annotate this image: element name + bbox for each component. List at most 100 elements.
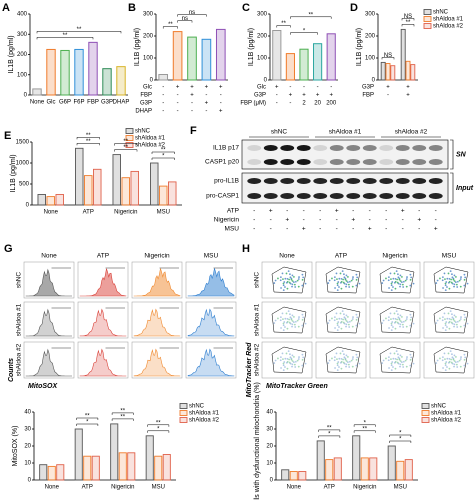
significance-bracket [318,429,341,432]
significance-label: ** [308,12,313,18]
bar [55,194,64,206]
event [463,353,466,356]
event [337,281,340,283]
x-tick-label: ATP [83,210,94,216]
event [395,310,398,313]
legend-swatch [125,135,134,141]
event [444,284,447,287]
event [448,277,451,280]
event [289,316,292,319]
event [453,280,456,282]
event [282,364,285,367]
event [398,357,401,360]
event [435,322,438,324]
y-tick-label: 10 [24,461,31,467]
event [451,276,454,279]
event [405,365,408,368]
y-axis-label: IL1B (pg/ml) [10,154,17,192]
significance-bracket [177,20,193,23]
significance-bracket [151,157,175,160]
event [454,316,457,318]
event [404,359,407,362]
event [448,320,451,323]
legend-label: shNC [189,404,205,410]
condition-mark: - [162,93,164,99]
significance-label: ** [123,145,128,151]
gate [271,266,307,294]
x-tick-label: Nigericin [353,485,376,491]
event [448,367,451,370]
bar [121,177,130,206]
event [340,360,343,363]
group-label: shAldoa #2 [395,129,428,136]
event [458,319,461,322]
treatment-mark: - [303,208,305,215]
event [345,363,348,366]
event [455,363,458,366]
event [412,362,415,365]
event [390,318,392,321]
event [443,272,446,275]
significance-label: NS [404,14,412,20]
event [333,316,336,319]
event [448,357,451,360]
event [397,273,399,276]
event [388,287,390,289]
bar [410,64,416,81]
condition-label: FBP (μM) [240,101,266,107]
event [340,317,343,320]
event [333,319,336,322]
band [247,145,262,151]
event [392,366,394,368]
band [379,145,394,151]
event [446,326,448,328]
event [390,322,393,325]
condition-mark: + [190,85,194,91]
event [287,270,290,273]
event [409,318,412,321]
event [286,367,289,370]
flow-plot [369,261,421,299]
event [444,322,447,325]
y-tick-label: 200 [143,34,154,40]
event [392,286,394,288]
event [292,316,295,318]
band [379,178,394,184]
band [313,145,328,151]
band [280,145,295,151]
event [284,286,286,288]
event [402,320,405,323]
band [412,145,427,151]
legend-swatch [125,128,134,134]
event [452,318,455,321]
event [459,358,462,360]
event [282,289,285,292]
condition-mark: - [387,93,389,99]
event [352,316,354,318]
event [382,359,385,362]
treatment-mark: - [319,226,321,233]
event [396,361,399,364]
x-axis-label: MitoTracker Green [266,383,328,390]
group-label: shAldoa #1 [329,129,362,136]
event [347,323,350,326]
y-tick-label: 500 [19,182,30,188]
condition-mark: + [289,93,293,99]
event [335,352,338,355]
bar [215,28,226,81]
x-axis-label: MitoSOX [28,383,58,390]
event [343,356,346,359]
event [393,312,396,315]
event [291,274,294,277]
treatment-mark: - [418,208,420,215]
legend-swatch [421,403,430,409]
event [291,354,294,357]
event [387,276,390,279]
histogram [133,308,181,337]
treatment-mark: + [434,226,438,233]
event [397,313,399,316]
significance-bracket [111,418,134,421]
event [287,310,290,313]
significance-label: ** [156,420,161,426]
event [405,285,408,288]
